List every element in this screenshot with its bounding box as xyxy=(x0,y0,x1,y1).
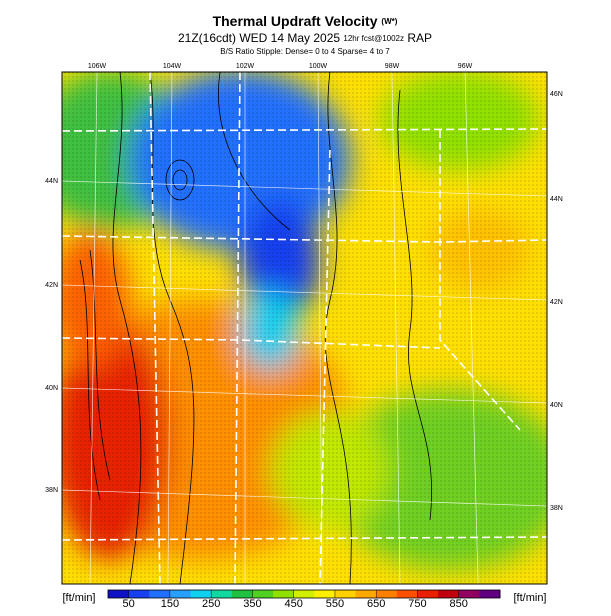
subtitle: 21Z(16cdt) WED 14 May 2025 12hr fcst@100… xyxy=(178,31,432,45)
lon-label: 98W xyxy=(385,63,400,70)
colorbar-tick-label: 450 xyxy=(285,598,303,610)
colorbar-tick-label: 550 xyxy=(326,598,344,610)
colorbar-swatch xyxy=(211,590,233,598)
lat-label: 44N xyxy=(550,196,563,203)
colorbar-tick-label: 350 xyxy=(243,598,261,610)
lat-label: 42N xyxy=(45,282,58,289)
colorbar-swatch xyxy=(169,590,192,598)
colorbar-swatch xyxy=(458,590,480,598)
lon-label: 100W xyxy=(309,63,328,70)
map-labels: 106W 104W 102W 100W 98W 96W 44N 42N 40N 38N 46N 44N… xyxy=(45,63,563,512)
colorbar-frame xyxy=(107,589,501,599)
lon-label: 102W xyxy=(236,63,255,70)
colorbar-swatch xyxy=(252,590,274,598)
colorbar-swatch xyxy=(417,590,439,598)
stipple-note: B/S Ratio Stipple: Dense= 0 to 4 Sparse=… xyxy=(220,47,390,56)
colorbar-swatch xyxy=(396,590,418,598)
colorbar-tick-label: 150 xyxy=(161,598,179,610)
colorbar-unit: [ft/min] xyxy=(62,592,95,604)
colorbar-tick-label: 750 xyxy=(408,598,426,610)
colorbar-swatch xyxy=(334,590,357,598)
colorbar-swatch xyxy=(293,590,315,598)
colorbar-tick-label: 250 xyxy=(202,598,220,610)
lat-label: 46N xyxy=(550,91,563,98)
colorbar-swatch xyxy=(273,590,295,598)
lat-label: 42N xyxy=(550,299,563,306)
lat-label: 38N xyxy=(45,487,58,494)
colorbar-tick-label: 850 xyxy=(450,598,468,610)
colorbar-swatch xyxy=(438,590,460,598)
title: Thermal Updraft Velocity (W*) xyxy=(213,13,398,29)
colorbar-unit: [ft/min] xyxy=(513,592,546,604)
colorbar-tick-label: 650 xyxy=(367,598,385,610)
colorbar-swatch xyxy=(108,590,130,598)
map-frame xyxy=(61,71,548,585)
colorbar-swatch xyxy=(376,590,398,598)
colorbar: 50 150 250 350 450 550 650 750 850 [ft/min] [ft/mi… xyxy=(62,589,547,610)
lat-label: 38N xyxy=(550,505,563,512)
colorbar-swatch xyxy=(149,590,171,598)
lat-label: 40N xyxy=(550,402,563,409)
lon-label: 104W xyxy=(163,63,182,70)
lat-label: 44N xyxy=(45,178,58,185)
colorbar-swatch xyxy=(479,590,501,598)
colorbar-swatch xyxy=(128,590,150,598)
colorbar-swatch xyxy=(314,590,336,598)
map-field xyxy=(62,72,547,584)
colorbar-swatch xyxy=(355,590,377,598)
lon-label: 96W xyxy=(458,63,473,70)
colorbar-tick-label: 50 xyxy=(123,598,135,610)
colorbar-swatch xyxy=(190,590,212,598)
colorbar-swatch xyxy=(231,590,253,598)
lat-label: 40N xyxy=(45,385,58,392)
lon-label: 106W xyxy=(88,63,107,70)
